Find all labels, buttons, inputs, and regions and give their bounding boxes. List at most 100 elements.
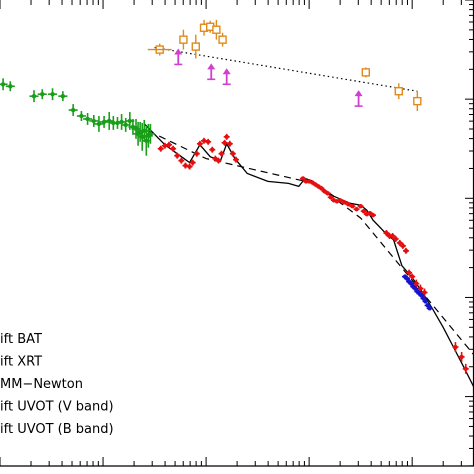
fit-lines <box>143 46 474 389</box>
point-s1-5-dot <box>179 158 184 163</box>
point-s1-58-dot <box>463 366 468 372</box>
point-s1-36-dot <box>346 202 351 207</box>
legend-label-0: ift BAT <box>0 332 42 347</box>
point-s1-56-dot <box>453 344 458 350</box>
series-3 <box>147 19 422 112</box>
point-s1-7-dot <box>187 164 192 169</box>
point-s1-16-dot <box>219 151 224 156</box>
series-2 <box>401 274 433 311</box>
broken-power-law-fit <box>148 130 474 356</box>
uvot-trend-line <box>154 46 418 92</box>
point-s3-2-square <box>191 42 200 51</box>
point-s0-23-dot <box>142 128 147 134</box>
point-s1-53-dot <box>414 281 419 286</box>
point-s0-26-dot <box>148 131 153 137</box>
point-s2-10-dot <box>423 299 428 304</box>
point-s1-1-dot <box>162 143 168 148</box>
point-s4-1-head <box>207 63 216 70</box>
point-s1-52-dot <box>409 274 415 279</box>
point-s1-50-dot <box>403 248 409 254</box>
point-s3-9-square <box>413 96 422 106</box>
point-s0-19-dot <box>133 126 139 132</box>
point-s1-55-dot <box>422 290 427 295</box>
point-s1-40-dot <box>361 208 366 214</box>
point-s1-49-dot <box>400 243 406 249</box>
point-s4-0-head <box>174 48 183 55</box>
legend: ift BAT ift XRT MM−Newton ift UVOT (V band)… <box>0 332 114 437</box>
point-s1-0-dot <box>158 146 163 151</box>
point-s1-30-dot <box>325 191 330 196</box>
point-s1-3-dot <box>170 146 176 151</box>
point-s1-6-dot <box>183 163 188 168</box>
point-s1-34-dot <box>337 198 343 203</box>
point-s0-9-dot <box>91 118 96 124</box>
point-s1-54-dot <box>418 286 423 291</box>
point-s1-48-dot <box>397 240 403 246</box>
point-s0-10-dot <box>96 121 102 127</box>
point-s1-31-dot <box>328 195 333 200</box>
point-s1-18-dot <box>224 134 229 140</box>
point-s1-44-dot <box>384 230 389 236</box>
point-s1-51-dot <box>406 270 412 275</box>
point-s1-17-dot <box>222 140 227 145</box>
point-s1-22-dot <box>300 176 306 181</box>
point-s1-12-dot <box>205 139 211 144</box>
point-s1-23-dot <box>303 179 309 184</box>
series-0 <box>0 78 155 156</box>
point-s2-12-dot <box>427 306 432 311</box>
point-s1-47-dot <box>393 236 398 242</box>
point-s1-9-dot <box>194 151 200 156</box>
point-s1-45-dot <box>387 233 392 239</box>
point-s0-1-dot <box>8 84 13 89</box>
data-marks <box>0 19 469 374</box>
point-s1-43-dot <box>370 212 376 218</box>
point-s1-20-dot <box>230 151 236 156</box>
point-s0-8-dot <box>85 116 90 122</box>
point-s0-17-dot <box>127 118 133 124</box>
point-s0-4-dot <box>50 91 55 97</box>
point-s1-57-dot <box>459 354 464 360</box>
point-s1-35-dot <box>341 200 347 205</box>
point-s0-3-dot <box>40 91 45 97</box>
point-s1-11-dot <box>201 138 207 143</box>
legend-label-4: ift UVOT (B band) <box>0 422 114 437</box>
point-s0-2-dot <box>31 93 37 99</box>
series-1 <box>157 133 469 374</box>
point-s3-1-square <box>179 35 188 44</box>
point-s1-39-dot <box>358 204 363 209</box>
legend-label-2: MM−Newton <box>0 377 83 392</box>
point-s1-19-dot <box>227 141 232 146</box>
point-s0-6-dot <box>70 107 76 113</box>
point-s1-10-dot <box>197 141 203 146</box>
point-s0-22-dot <box>140 134 145 140</box>
series-4 <box>174 48 363 107</box>
point-s4-2-head <box>222 68 231 75</box>
point-s3-5-square <box>212 25 221 34</box>
legend-label-1: ift XRT <box>0 355 42 370</box>
point-s0-12-dot <box>107 118 112 124</box>
legend-label-3: ift UVOT (V band) <box>0 400 114 415</box>
point-s3-8-square <box>394 87 403 96</box>
point-s1-13-dot <box>210 147 215 152</box>
point-s3-7-square <box>361 68 371 77</box>
point-s1-15-dot <box>216 158 221 163</box>
point-s1-38-dot <box>354 207 359 212</box>
point-s0-5-dot <box>60 93 66 99</box>
point-s4-3-head <box>354 90 363 97</box>
point-s1-4-dot <box>175 153 180 158</box>
point-s1-8-dot <box>190 160 195 165</box>
point-s1-46-dot <box>390 233 395 239</box>
point-s3-6-square <box>218 35 227 44</box>
point-s0-16-dot <box>123 122 128 128</box>
point-s0-0-dot <box>0 82 6 87</box>
point-s0-24-dot <box>144 138 149 143</box>
point-s0-15-dot <box>119 119 124 125</box>
point-s1-28-dot <box>319 186 324 191</box>
point-s1-21-dot <box>233 157 239 162</box>
point-s1-37-dot <box>350 204 355 209</box>
point-s0-7-dot <box>79 113 84 119</box>
